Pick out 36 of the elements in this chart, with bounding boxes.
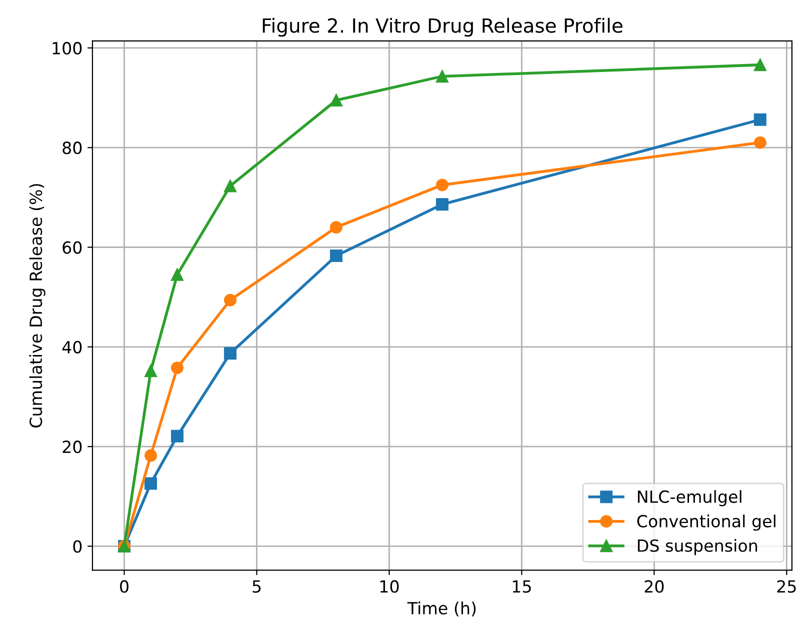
- legend-label: DS suspension: [638, 539, 758, 556]
- point: [144, 364, 157, 378]
- point: [330, 221, 342, 234]
- point: [170, 430, 184, 442]
- x-tick-label: 15: [512, 580, 531, 593]
- point: [224, 294, 236, 306]
- y-tick-label: 40: [62, 340, 82, 354]
- point: [330, 249, 342, 262]
- x-axis-title: Time (h): [407, 602, 476, 616]
- point: [144, 477, 157, 490]
- point: [436, 198, 448, 211]
- point: [224, 347, 236, 360]
- legend-label: NLC-emulgel: [638, 490, 742, 506]
- x-tick-label: 10: [380, 580, 399, 593]
- point: [754, 58, 766, 72]
- x-tick-label: 25: [777, 580, 796, 593]
- y-tick-label: 100: [52, 42, 82, 54]
- legend-label: Conventional gel: [637, 514, 776, 531]
- y-tick-label: 20: [62, 440, 82, 454]
- y-tick-label: 60: [62, 241, 82, 254]
- point: [436, 178, 448, 192]
- x-tick-label: 0: [120, 580, 128, 593]
- point: [224, 180, 236, 192]
- y-axis-title: Cumulative Drug Release (%): [29, 184, 46, 428]
- point: [436, 70, 448, 83]
- x-tick-label: 5: [252, 580, 261, 593]
- y-tick-label: 0: [73, 540, 82, 553]
- chart-title: Figure 2. In Vitro Drug Release Profile: [262, 18, 622, 37]
- y-tick-label: 80: [62, 142, 82, 154]
- point: [170, 268, 184, 281]
- point: [754, 136, 766, 149]
- point: [330, 94, 342, 106]
- point: [170, 362, 184, 374]
- point: [754, 113, 766, 126]
- point: [144, 449, 157, 462]
- x-tick-label: 20: [644, 580, 664, 593]
